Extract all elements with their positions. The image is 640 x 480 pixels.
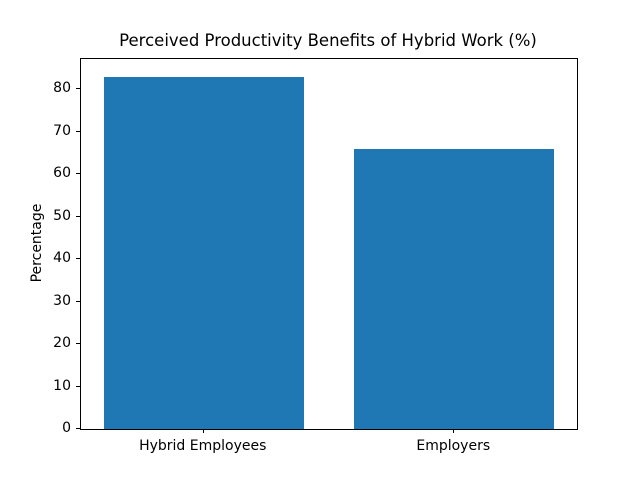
y-tick-label: 80 xyxy=(53,80,71,97)
y-tick xyxy=(76,385,80,387)
y-tick xyxy=(76,173,80,175)
bar-employers xyxy=(354,148,555,429)
x-tick-label: Employers xyxy=(416,438,491,454)
chart-title: Perceived Productivity Benefits of Hybri… xyxy=(119,31,537,50)
y-tick-label: 50 xyxy=(53,207,71,224)
y-tick xyxy=(76,130,80,132)
x-tick xyxy=(202,429,204,433)
y-tick-label: 10 xyxy=(53,377,71,394)
y-tick xyxy=(76,300,80,302)
y-tick-label: 70 xyxy=(53,122,71,139)
y-tick-label: 20 xyxy=(53,335,71,352)
x-tick xyxy=(453,429,455,433)
y-tick-label: 40 xyxy=(53,250,71,267)
y-tick xyxy=(76,215,80,217)
y-tick xyxy=(76,343,80,345)
x-tick-label: Hybrid Employees xyxy=(139,438,267,454)
y-tick-label: 0 xyxy=(62,420,71,436)
y-tick-label: 60 xyxy=(53,165,71,182)
y-tick xyxy=(76,88,80,90)
plot-area xyxy=(80,58,578,430)
y-tick-label: 30 xyxy=(53,292,71,309)
bar-hybrid-employees xyxy=(103,76,304,429)
y-tick xyxy=(76,428,80,429)
y-tick xyxy=(76,258,80,260)
